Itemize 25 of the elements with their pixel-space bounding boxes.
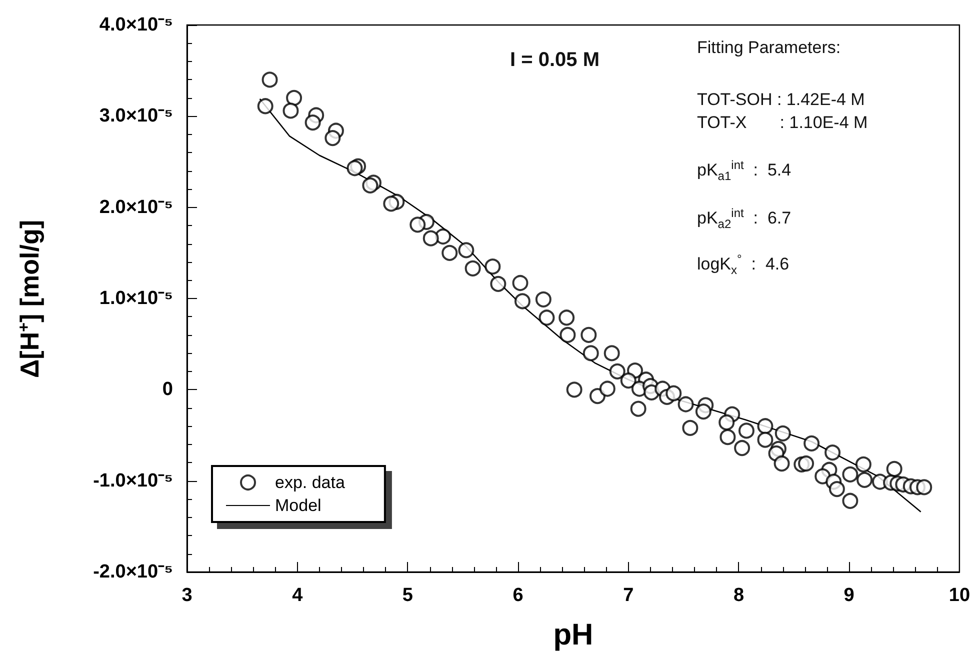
y-tick-label: 3.0×10⁻⁵ [99,106,173,127]
y-tick-label: -1.0×10⁻⁵ [93,470,173,492]
x-tick-label: 5 [402,585,414,606]
annotation: pK$_{a2}$$^{int}$ : 6.7 [697,206,792,232]
annotation: logK$_{x}$$^{°}$ : 4.6 [697,252,790,278]
legend-label: Model [275,496,322,515]
x-tick-label: 8 [733,585,744,606]
x-tick-label: 10 [948,585,970,606]
x-tick-label: 9 [844,585,854,606]
annotation: Fitting Parameters: [697,38,841,58]
y-tick-label: 4.0×10⁻⁵ [99,14,173,36]
x-tick-label: 4 [292,585,304,606]
y-tick-label: 1.0×10⁻⁵ [99,288,173,309]
x-tick-label: 7 [623,585,634,606]
y-tick-label: -2.0×10⁻⁵ [93,562,173,582]
annotation: TOT-SOH : 1.42E-4 M [697,90,865,110]
y-tick-label: 2.0×10⁻⁵ [99,196,173,218]
y-tick-label: 0 [162,379,173,400]
x-axis-title: pH [553,618,594,652]
annotation: I = 0.05 M [510,48,600,72]
legend-label: exp. data [275,473,346,492]
x-tick-label: 6 [512,585,524,606]
x-tick-label: 3 [182,585,192,606]
annotation: TOT-X : 1.10E-4 M [697,113,868,134]
annotation: pK$_{a1}$$^{int}$ : 5.4 [697,158,792,184]
